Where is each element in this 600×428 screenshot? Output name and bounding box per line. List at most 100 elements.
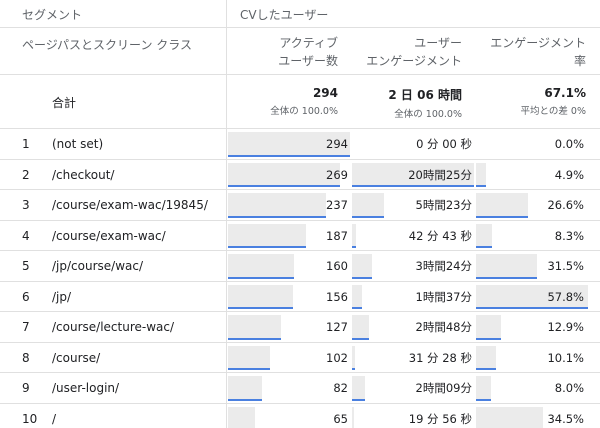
row-page-path[interactable]: /course/lecture-wac/ [52, 320, 175, 335]
row-active-users-bar-indicator [228, 246, 306, 248]
row-page-path[interactable]: /course/exam-wac/19845/ [52, 198, 208, 213]
row-user-engagement-bar [352, 315, 369, 339]
row-user-engagement-value: 1時間37分 [415, 289, 472, 304]
row-user-engagement-value: 2時間09分 [415, 381, 472, 396]
row-divider [0, 402, 600, 404]
row-user-engagement-bar [352, 284, 362, 309]
row-active-users-bar-indicator [228, 307, 293, 309]
row-index: 7 [22, 320, 30, 335]
row-user-engagement-bar [352, 193, 384, 217]
row-engagement-rate-value: 8.0% [554, 381, 584, 396]
row-active-users-bar [228, 223, 306, 248]
row-engagement-rate-value: 8.3% [554, 228, 584, 243]
row-page-path[interactable]: /jp/course/wac/ [52, 259, 144, 274]
row-active-users-bar [228, 315, 281, 339]
row-engagement-rate-bar-indicator [476, 368, 496, 370]
column-header-engagement-rate[interactable]: エンゲージメント 率 [476, 34, 586, 70]
row-user-engagement-value: 3時間24分 [415, 259, 472, 274]
table-row[interactable]: 8/course/102 31 分 28 秒 10.1% [0, 343, 600, 374]
table-row[interactable]: 3/course/exam-wac/19845/237 5時間23分 26.6% [0, 190, 600, 221]
row-engagement-rate-bar-indicator [476, 337, 501, 340]
table-row[interactable]: 1 (not set) 294 0 分 00 秒 0.0% [0, 129, 600, 160]
row-engagement-rate-bar [476, 376, 491, 400]
row-active-users-value: 82 [333, 381, 348, 396]
row-active-users-bar [228, 406, 255, 428]
column-header-user-engagement[interactable]: ユーザー エンゲージメント [352, 34, 462, 70]
table-row[interactable]: 7/course/lecture-wac/127 2時間48分 12.9% [0, 312, 600, 343]
table-row[interactable]: 5/jp/course/wac/160 3時間24分 31.5% [0, 251, 600, 282]
dimension-header[interactable]: ページパスとスクリーン クラス [22, 38, 193, 52]
row-engagement-rate-value: 31.5% [547, 259, 584, 274]
totals-active-users-value: 294 [312, 86, 338, 100]
row-engagement-rate-bar-indicator [476, 307, 588, 309]
row-index: 8 [22, 350, 30, 365]
row-engagement-rate-bar-indicator [476, 215, 528, 218]
row-active-users-bar [228, 345, 270, 370]
row-active-users-bar-indicator [228, 185, 340, 187]
header-divider [0, 27, 600, 28]
column-header-active-users-line2: ユーザー数 [278, 54, 338, 68]
table-row[interactable]: 4/course/exam-wac/187 42 分 43 秒 8.3% [0, 221, 600, 252]
row-active-users-value: 127 [326, 320, 348, 335]
row-user-engagement-value: 0 分 00 秒 [416, 137, 472, 152]
row-user-engagement-bar [352, 223, 356, 248]
table-row[interactable]: 10 / 65 19 分 56 秒 34.5% [0, 404, 600, 428]
row-user-engagement-value: 42 分 43 秒 [408, 228, 472, 243]
row-engagement-rate-value: 34.5% [547, 411, 584, 426]
row-active-users-value: 156 [326, 289, 348, 304]
row-divider [0, 341, 600, 343]
row-user-engagement-bar-indicator [352, 368, 355, 370]
column-header-engagement-rate-line2: 率 [573, 54, 586, 68]
row-engagement-rate-bar [476, 223, 492, 248]
column-header-divider [0, 74, 600, 75]
row-page-path[interactable]: (not set) [52, 137, 104, 152]
row-engagement-rate-bar [476, 193, 528, 217]
row-user-engagement-bar-indicator [352, 185, 474, 187]
row-user-engagement-bar [352, 254, 372, 278]
row-active-users-value: 237 [326, 198, 348, 213]
row-user-engagement-bar [352, 406, 354, 428]
column-header-user-engagement-line2: エンゲージメント [366, 54, 462, 68]
row-user-engagement-bar-indicator [352, 215, 384, 218]
row-user-engagement-value: 5時間23分 [415, 198, 472, 213]
row-page-path[interactable]: /checkout/ [52, 167, 115, 182]
row-page-path[interactable]: /jp/ [52, 289, 72, 304]
column-header-active-users[interactable]: アクティブ ユーザー数 [228, 34, 338, 70]
row-divider [0, 219, 600, 221]
table-row[interactable]: 9/user-login/82 2時間09分 8.0% [0, 373, 600, 404]
totals-user-engagement-share: 全体の 100.0% [394, 109, 462, 120]
totals-label: 合計 [52, 96, 77, 110]
row-user-engagement-value: 20時間25分 [408, 167, 472, 182]
row-page-path[interactable]: /course/exam-wac/ [52, 228, 166, 243]
row-engagement-rate-bar [476, 345, 496, 370]
column-header-user-engagement-line1: ユーザー [414, 36, 462, 50]
row-index: 4 [22, 228, 30, 243]
row-index: 6 [22, 289, 30, 304]
row-page-path[interactable]: / [52, 411, 57, 426]
row-engagement-rate-value: 10.1% [547, 350, 584, 365]
table-row[interactable]: 2/checkout/269 20時間25分 4.9% [0, 160, 600, 191]
totals-engagement-rate-value: 67.1% [544, 86, 586, 100]
row-divider [0, 189, 600, 190]
table-row[interactable]: 6/jp/156 1時間37分 57.8% [0, 282, 600, 313]
row-active-users-value: 187 [326, 228, 348, 243]
row-user-engagement-bar-indicator [352, 307, 362, 309]
row-page-path[interactable]: /course/ [52, 350, 101, 365]
row-page-path[interactable]: /user-login/ [52, 381, 120, 396]
row-index: 10 [22, 411, 38, 426]
row-engagement-rate-bar [476, 406, 543, 428]
row-user-engagement-value: 2時間48分 [415, 320, 472, 335]
row-divider [0, 280, 600, 282]
totals-user-engagement: 2 日 06 時間 全体の 100.0% [352, 86, 462, 120]
row-active-users-value: 102 [326, 350, 348, 365]
row-index: 2 [22, 167, 30, 182]
totals-engagement-rate: 67.1% 平均との差 0% [476, 86, 587, 117]
row-active-users-value: 65 [333, 411, 348, 426]
segment-value[interactable]: CVしたユーザー [240, 8, 329, 22]
row-user-engagement-bar [352, 376, 365, 400]
row-index: 9 [22, 381, 30, 396]
column-header-active-users-line1: アクティブ [279, 36, 338, 50]
row-active-users-bar-indicator [228, 154, 350, 157]
row-engagement-rate-bar [476, 254, 537, 278]
totals-user-engagement-value: 2 日 06 時間 [388, 88, 462, 102]
